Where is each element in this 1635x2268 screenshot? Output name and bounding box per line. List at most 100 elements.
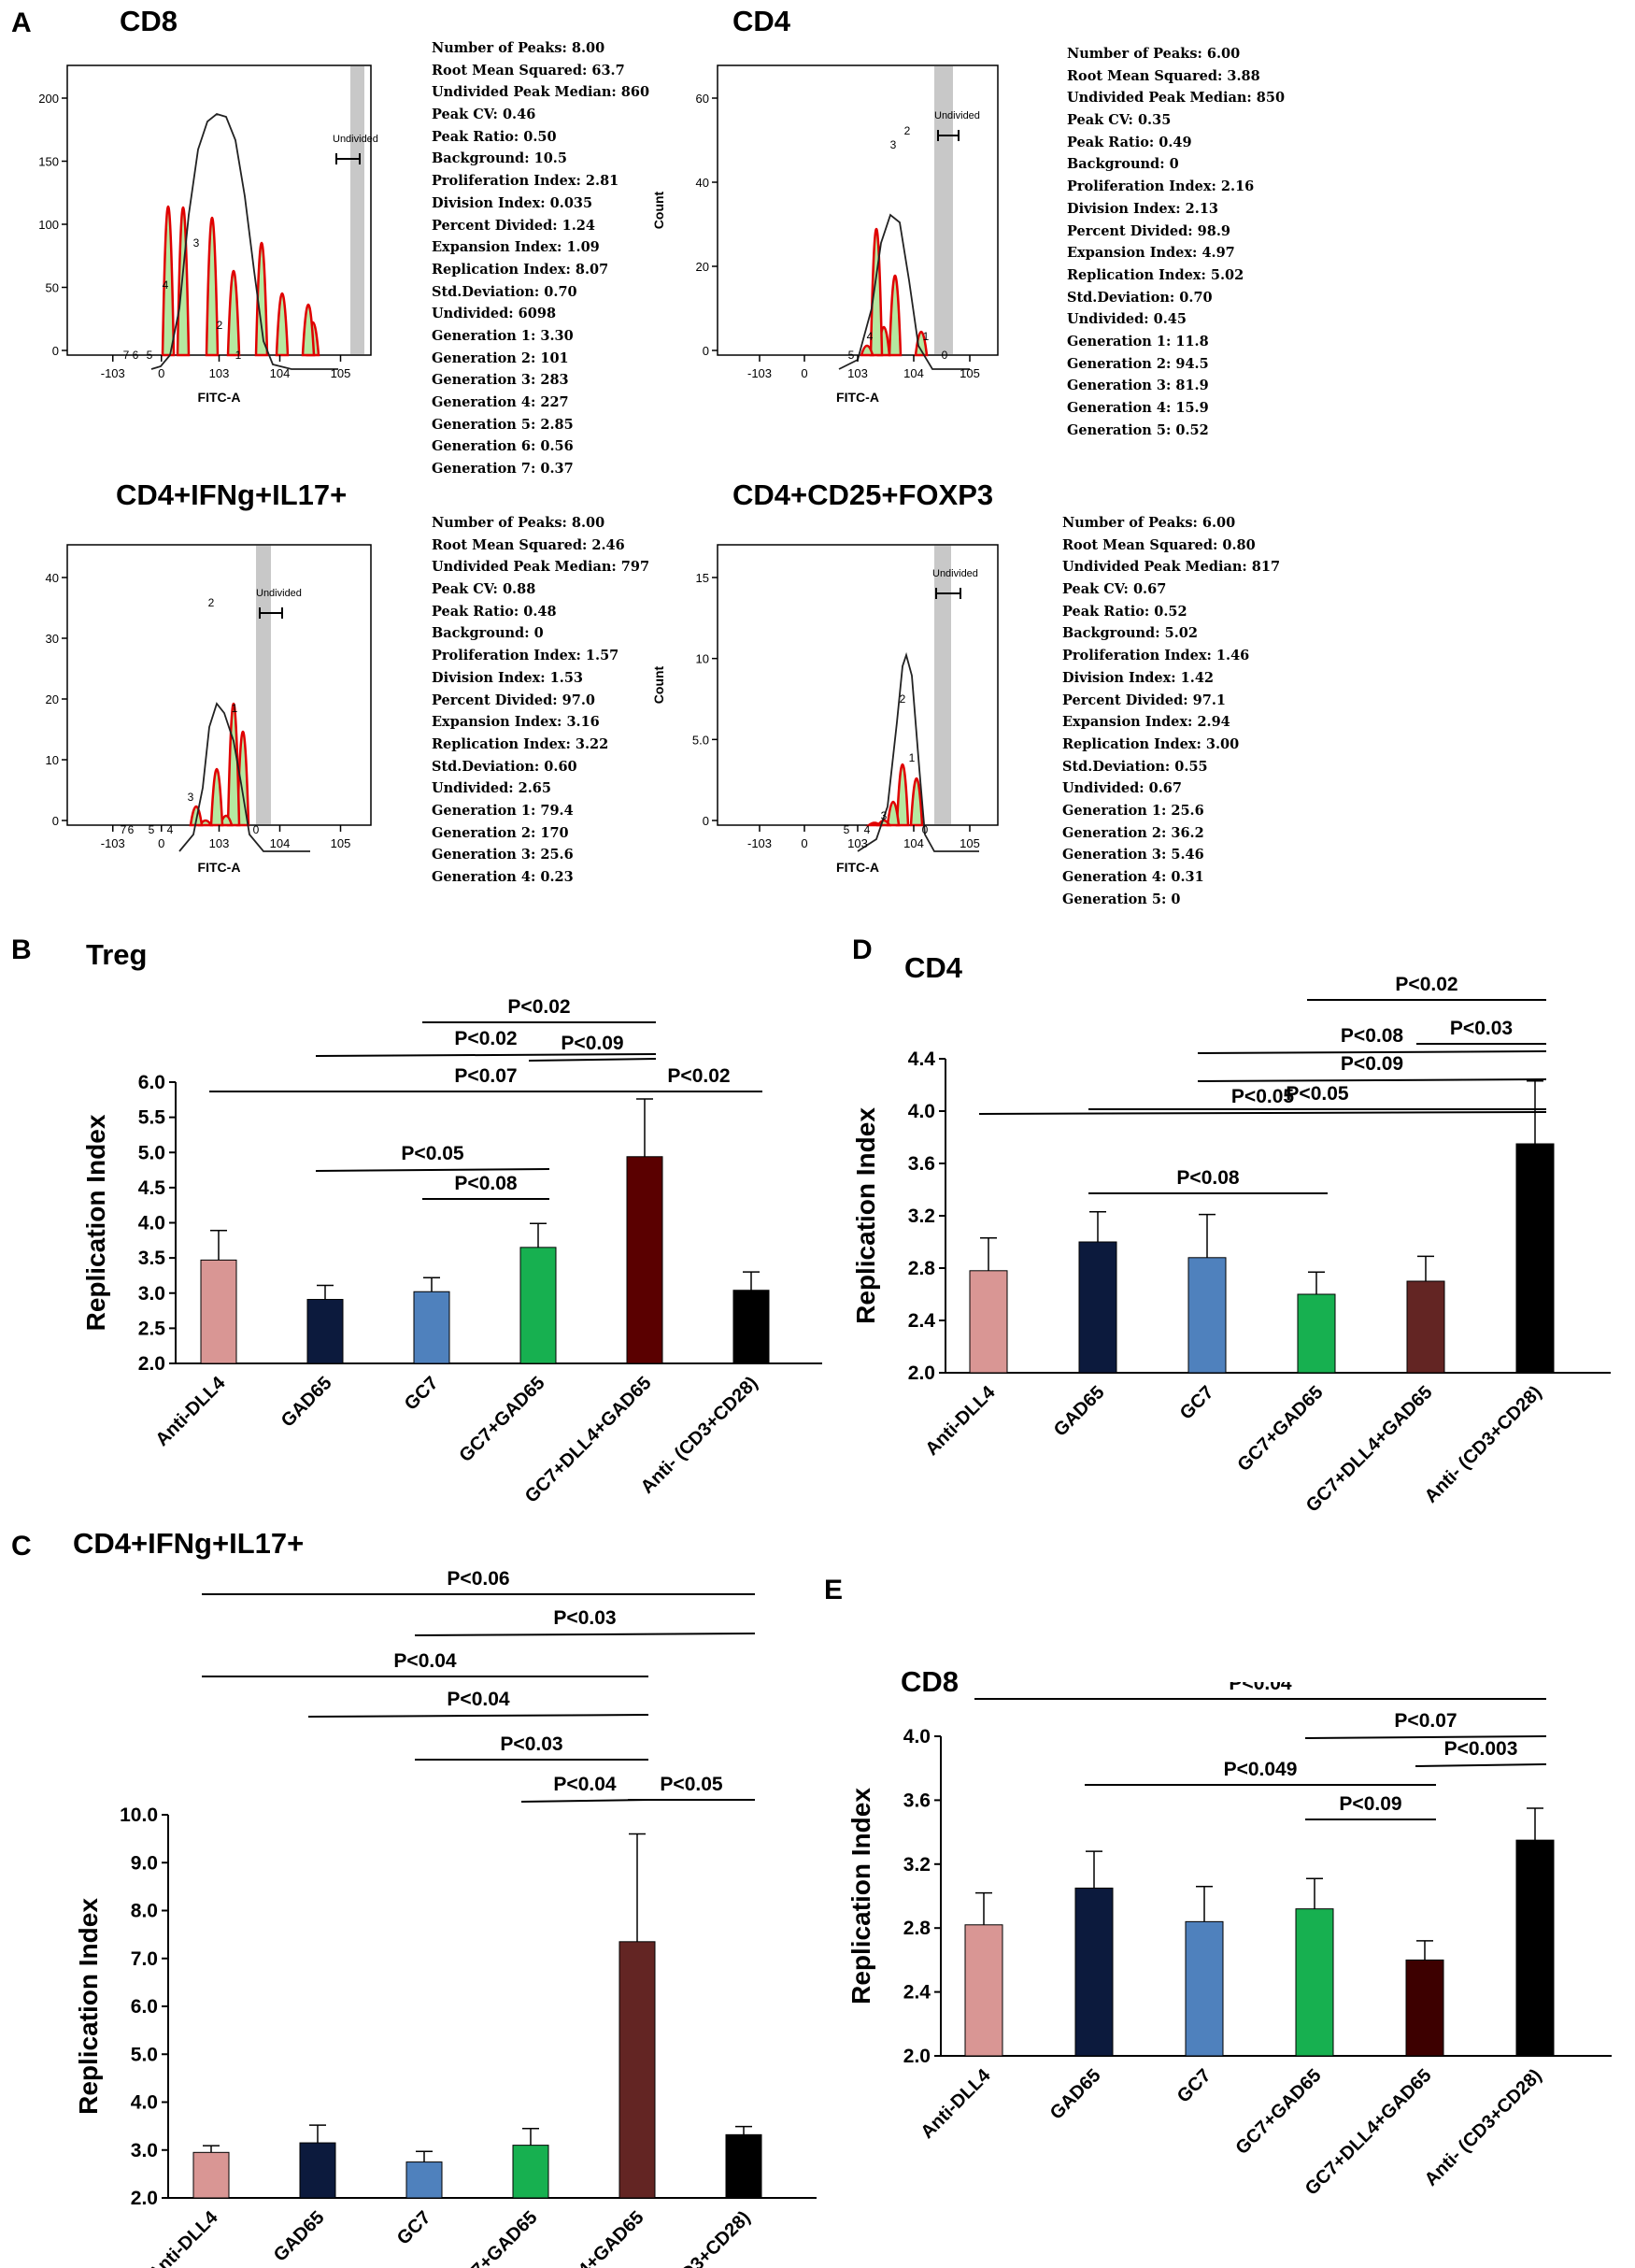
y-tick-label: 3.0 xyxy=(138,1283,165,1305)
peak-label: 2 xyxy=(208,596,215,609)
histogram-title-cd8: CD8 xyxy=(120,5,178,37)
stat-line: Generation 3: 283 xyxy=(432,372,569,389)
stat-line: Replication Index: 3.00 xyxy=(1062,735,1240,752)
stat-line: Percent Divided: 97.0 xyxy=(432,692,595,708)
bar-gc7 xyxy=(405,2161,443,2199)
category-label: GC7+GAD65 xyxy=(455,1373,548,1466)
y-tick-label: 4.0 xyxy=(131,2092,158,2114)
stat-line: Peak CV: 0.88 xyxy=(432,581,536,598)
generation-peak xyxy=(860,344,874,357)
stat-line: Proliferation Index: 1.46 xyxy=(1062,648,1250,664)
histogram-stats-cd4-cd25-foxp3: Number of Peaks: 6.00 Root Mean Squared: … xyxy=(1062,512,1280,910)
bar-anti-dll4 xyxy=(969,1270,1008,1374)
x-tick-label: 103 xyxy=(847,836,868,850)
stat-line: Division Index: 2.13 xyxy=(1067,200,1218,217)
p-value-label: P<0.09 xyxy=(1339,1793,1401,1815)
y-tick-label: 50 xyxy=(46,281,59,295)
stat-line: Background: 0 xyxy=(432,625,544,642)
stat-line: Std.Deviation: 0.55 xyxy=(1062,758,1208,775)
peak-label: 5 xyxy=(149,823,155,836)
bar-gad65 xyxy=(1074,1887,1114,2057)
peak-label: 0 xyxy=(922,823,929,836)
fitted-curve xyxy=(150,113,338,370)
y-tick-label: 3.2 xyxy=(903,1854,931,1876)
y-tick-label: 5.0 xyxy=(138,1142,165,1163)
bar-chart-cd4-ifng-il17: 2.0 3.0 4.0 5.0 6.0 7.0 8.0 9.0 10.0 Replication … xyxy=(74,1568,817,2268)
x-axis-label: FITC-A xyxy=(836,390,879,405)
p-value-label: P<0.02 xyxy=(454,1028,517,1049)
generation-peak xyxy=(909,777,924,827)
significance-bracket xyxy=(1197,1050,1547,1054)
p-value-label: P<0.003 xyxy=(1444,1738,1518,1760)
generation-peak xyxy=(161,206,176,357)
stat-line: Peak Ratio: 0.49 xyxy=(1067,134,1192,150)
stat-line: Peak Ratio: 0.52 xyxy=(1062,603,1187,620)
bar-anti-cd3-cd28 xyxy=(725,2133,762,2199)
bar-gad65 xyxy=(1078,1241,1117,1374)
peak-label: 5 xyxy=(848,349,855,362)
p-value-label: P<0.06 xyxy=(447,1568,509,1590)
histogram-title-cd4-ifng-il17: CD4+IFNg+IL17+ xyxy=(116,478,348,511)
stat-line: Std.Deviation: 0.70 xyxy=(432,283,577,300)
histogram-stats-cd4: Number of Peaks: 6.00 Root Mean Squared: … xyxy=(1067,43,1285,441)
bar-gc7-gad65 xyxy=(519,1247,557,1364)
stat-line: Replication Index: 3.22 xyxy=(432,735,609,752)
category-label: Anti-DLL4 xyxy=(144,2206,222,2268)
stat-line: Number of Peaks: 6.00 xyxy=(1067,46,1241,62)
stat-line: Undivided Peak Median: 860 xyxy=(432,84,650,101)
x-tick-label: 104 xyxy=(903,366,924,380)
bar-gc7-gad65 xyxy=(512,2145,549,2199)
significance-bracket xyxy=(528,1058,657,1062)
category-label: Anti-DLL4 xyxy=(917,2064,995,2143)
peak-label: 3 xyxy=(890,138,897,151)
histogram-stats-cd4-ifng-il17: Number of Peaks: 8.00 Root Mean Squared: … xyxy=(432,512,649,889)
category-label: GC7 xyxy=(401,1373,443,1415)
stat-line: Generation 4: 227 xyxy=(432,394,569,410)
stat-line: Percent Divided: 1.24 xyxy=(432,217,595,234)
p-value-label: P<0.04 xyxy=(1229,1682,1291,1694)
stat-line: Number of Peaks: 6.00 xyxy=(1062,515,1236,531)
y-tick-label: 7.0 xyxy=(131,1948,158,1970)
y-tick-label: 200 xyxy=(38,92,59,106)
y-tick-label: 2.0 xyxy=(131,2188,158,2209)
stat-line: Generation 4: 15.9 xyxy=(1067,400,1209,416)
category-label: Anti-DLL4 xyxy=(151,1372,230,1450)
bar-chart-treg: 2.0 2.5 3.0 3.5 4.0 4.5 5.0 5.5 6.0 Replication I… xyxy=(81,996,822,1507)
y-axis-label: Replication Index xyxy=(846,1788,875,2004)
significance-bracket xyxy=(1415,1763,1547,1767)
p-value-label: P<0.049 xyxy=(1224,1759,1298,1780)
histogram-stats-cd8: Number of Peaks: 8.00 Root Mean Squared: … xyxy=(432,37,649,480)
category-label: GC7+GAD65 xyxy=(448,2207,541,2268)
y-tick-label: 4.4 xyxy=(908,1048,936,1070)
stat-line: Generation 4: 0.23 xyxy=(432,869,574,885)
y-tick-label: 3.6 xyxy=(903,1790,931,1811)
x-tick-label: 105 xyxy=(960,366,980,380)
x-tick-label: 103 xyxy=(209,836,230,850)
stat-line: Proliferation Index: 2.16 xyxy=(1067,178,1255,195)
peak-label: 6 xyxy=(128,823,135,836)
stat-line: Std.Deviation: 0.70 xyxy=(1067,289,1213,306)
stat-line: Replication Index: 8.07 xyxy=(432,261,609,278)
stat-line: Number of Peaks: 8.00 xyxy=(432,515,605,531)
generation-peak xyxy=(209,768,224,827)
y-tick-label: 15 xyxy=(696,571,709,585)
significance-bracket xyxy=(307,1714,649,1718)
x-tick-label: 0 xyxy=(158,366,164,380)
y-tick-label: 2.5 xyxy=(138,1318,166,1339)
stat-line: Generation 7: 0.37 xyxy=(432,461,574,478)
p-value-label: P<0.09 xyxy=(561,1033,623,1054)
x-tick-label: 104 xyxy=(270,366,291,380)
x-tick-label: 0 xyxy=(801,366,807,380)
peak-label: 4 xyxy=(167,823,174,836)
panel-letter-a: A xyxy=(11,7,32,38)
bar-gc7-dll4-gad65 xyxy=(626,1156,663,1364)
stat-line: Generation 2: 94.5 xyxy=(1067,355,1209,372)
stat-line: Background: 5.02 xyxy=(1062,625,1198,642)
bar-chart-title-treg: Treg xyxy=(86,938,148,971)
y-tick-label: 3.2 xyxy=(908,1205,935,1227)
significance-bracket xyxy=(414,1633,756,1636)
category-label: GAD65 xyxy=(270,2207,329,2266)
p-value-label: P<0.02 xyxy=(1395,974,1457,995)
p-value-label: P<0.03 xyxy=(500,1733,562,1755)
